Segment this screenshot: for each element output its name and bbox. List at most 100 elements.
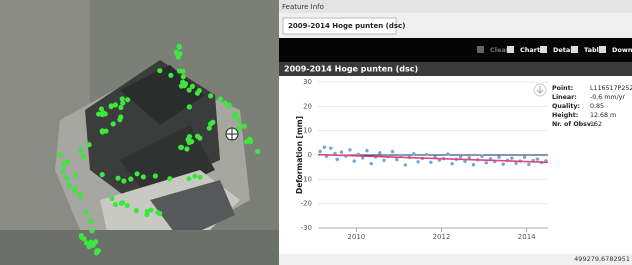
map-point[interactable] xyxy=(60,169,65,174)
map-point[interactable] xyxy=(210,120,215,125)
map-point[interactable] xyxy=(88,219,93,224)
map-point[interactable] xyxy=(218,96,223,101)
map-point[interactable] xyxy=(187,87,192,92)
map-point[interactable] xyxy=(197,88,202,93)
map-point[interactable] xyxy=(135,171,140,176)
data-point xyxy=(497,155,500,158)
map-point[interactable] xyxy=(89,228,94,233)
map-point[interactable] xyxy=(168,73,173,78)
map-point[interactable] xyxy=(77,192,82,197)
map-point[interactable] xyxy=(119,201,124,206)
map-point[interactable] xyxy=(175,51,180,56)
map-point[interactable] xyxy=(82,236,87,241)
map-point[interactable] xyxy=(111,121,116,126)
map-point[interactable] xyxy=(72,186,77,191)
map-point[interactable] xyxy=(248,139,253,144)
map-point[interactable] xyxy=(195,134,200,139)
map-point[interactable] xyxy=(157,68,162,73)
map-point[interactable] xyxy=(91,243,96,248)
map-point[interactable] xyxy=(183,81,188,86)
data-point xyxy=(318,150,321,153)
map-point[interactable] xyxy=(156,210,161,215)
data-point xyxy=(459,155,462,158)
data-point xyxy=(353,159,356,162)
toolbar-icon xyxy=(540,46,547,53)
map-point[interactable] xyxy=(67,183,72,188)
data-point xyxy=(335,158,338,161)
map-point[interactable] xyxy=(100,172,105,177)
map-point[interactable] xyxy=(177,68,182,73)
toolbar-button[interactable]: Download xyxy=(612,46,632,54)
map-point[interactable] xyxy=(145,209,150,214)
map-point[interactable] xyxy=(187,104,192,109)
map-point[interactable] xyxy=(125,203,130,208)
map-point[interactable] xyxy=(64,176,69,181)
map-point[interactable] xyxy=(121,178,126,183)
map-point[interactable] xyxy=(189,139,194,144)
y-tick-label: 30 xyxy=(303,78,312,86)
map-point[interactable] xyxy=(242,124,247,129)
map-point[interactable] xyxy=(255,149,260,154)
y-tick-label: 0 xyxy=(308,151,312,159)
map-point[interactable] xyxy=(181,74,186,79)
map-point[interactable] xyxy=(109,196,114,201)
panel-title: Feature Info xyxy=(282,3,324,11)
map-point[interactable] xyxy=(179,145,184,150)
x-tick-label: 2014 xyxy=(518,233,536,241)
y-tick-label: -30 xyxy=(301,224,312,232)
map-point[interactable] xyxy=(208,93,213,98)
map-point[interactable] xyxy=(120,96,125,101)
y-tick-label: -20 xyxy=(301,200,312,208)
info-label: Height: xyxy=(552,112,578,119)
toolbar xyxy=(279,38,632,62)
data-point xyxy=(536,157,539,160)
map-point[interactable] xyxy=(177,45,182,50)
map-point[interactable] xyxy=(226,103,231,108)
map-point[interactable] xyxy=(100,112,105,117)
map-point[interactable] xyxy=(192,173,197,178)
toolbar-icon xyxy=(599,46,606,53)
map-point[interactable] xyxy=(78,148,83,153)
toolbar-button[interactable]: Clear xyxy=(490,46,510,54)
data-point xyxy=(485,161,488,164)
map-point[interactable] xyxy=(84,210,89,215)
x-tick-label: 2010 xyxy=(347,233,365,241)
map-point[interactable] xyxy=(184,146,189,151)
data-point xyxy=(472,163,475,166)
panel-header xyxy=(279,0,632,13)
y-tick-label: -10 xyxy=(301,175,312,183)
map-point[interactable] xyxy=(134,208,139,213)
screen: Feature Info 2009-2014 Hoge punten (dsc)… xyxy=(0,0,632,265)
map-point[interactable] xyxy=(118,114,123,119)
map-point[interactable] xyxy=(81,154,86,159)
map-point[interactable] xyxy=(73,172,78,177)
map-point[interactable] xyxy=(113,202,118,207)
map-point[interactable] xyxy=(167,176,172,181)
info-value: 0.85 xyxy=(590,103,604,110)
data-point xyxy=(378,151,381,154)
map-point[interactable] xyxy=(186,176,191,181)
map-point[interactable] xyxy=(233,111,238,116)
map-point[interactable] xyxy=(197,175,202,180)
data-point xyxy=(514,162,517,165)
toolbar-button[interactable]: Chart xyxy=(520,46,540,54)
map-point[interactable] xyxy=(207,126,212,131)
map-point[interactable] xyxy=(236,117,241,122)
map-point[interactable] xyxy=(100,128,105,133)
tab-label[interactable]: 2009-2014 Hoge punten (dsc) xyxy=(288,22,405,30)
y-tick-label: 10 xyxy=(303,127,312,135)
map-point[interactable] xyxy=(115,176,120,181)
map-point[interactable] xyxy=(94,250,99,255)
map-point[interactable] xyxy=(141,174,146,179)
map-point[interactable] xyxy=(61,162,66,167)
map-point[interactable] xyxy=(118,105,123,110)
map-point[interactable] xyxy=(87,142,92,147)
map-point[interactable] xyxy=(153,173,158,178)
data-point xyxy=(365,149,368,152)
map-point[interactable] xyxy=(128,176,133,181)
map-point[interactable] xyxy=(57,152,62,157)
map[interactable] xyxy=(0,0,279,265)
map-point[interactable] xyxy=(125,97,130,102)
info-label: Quality: xyxy=(552,103,580,110)
map-point[interactable] xyxy=(113,102,118,107)
